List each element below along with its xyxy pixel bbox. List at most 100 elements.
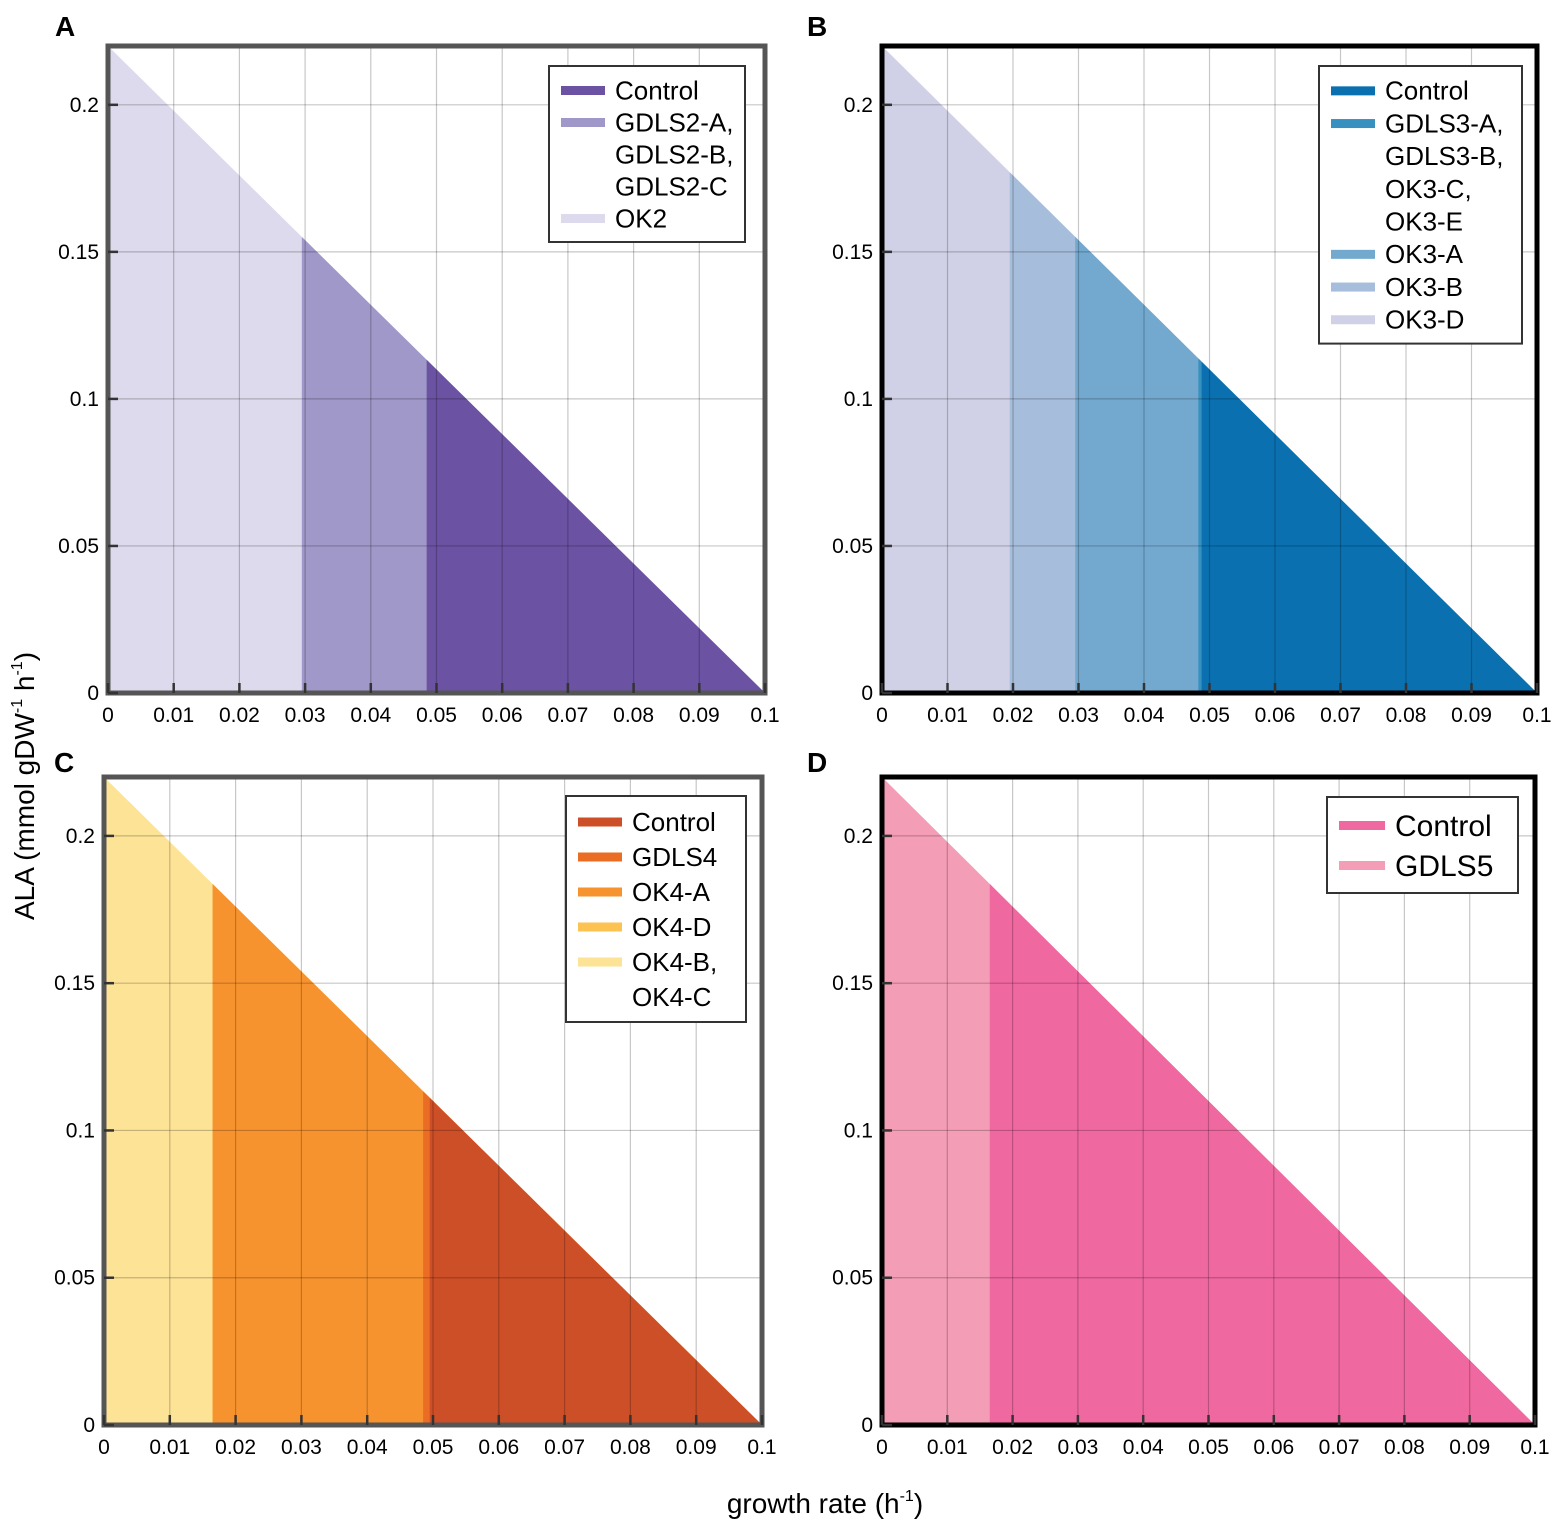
y-tick-label: 0.15	[54, 972, 95, 995]
x-tick-label: 0.01	[927, 1436, 968, 1459]
legend-box	[1326, 796, 1519, 894]
area-series-5	[1201, 361, 1537, 693]
y-tick-label: 0.1	[66, 1119, 95, 1142]
x-tick-label: 0	[102, 704, 114, 727]
x-tick-label: 0.08	[610, 1436, 651, 1459]
panel-c: C 0 0.01 0.02 0.03 0.04 0.05 0.06 0.07 0.08 0.09 0.…	[54, 747, 777, 1459]
x-tick-label: 0.05	[1189, 704, 1230, 727]
y-tick-label: 0	[83, 1414, 95, 1437]
panel-letter: B	[807, 11, 827, 42]
x-tick-label: 0.06	[478, 1436, 519, 1459]
x-tick-label: 0.1	[747, 1436, 776, 1459]
x-tick-label: 0.05	[1188, 1436, 1229, 1459]
legend-swatch	[1339, 861, 1385, 870]
x-tick-label: 0.02	[219, 704, 260, 727]
x-tick-label: 0.09	[1451, 704, 1492, 727]
y-tick-label: 0.05	[832, 535, 873, 558]
legend-label: OK4-C	[632, 982, 711, 1012]
legend-swatch	[561, 214, 605, 223]
legend-swatch	[1331, 119, 1375, 129]
legend-label: Control	[615, 75, 699, 105]
y-tick-label: 0.2	[70, 94, 99, 117]
legend-label: OK4-D	[632, 912, 711, 942]
area-series-5	[429, 1097, 762, 1425]
y-tick-label: 0	[861, 1414, 873, 1437]
legend-label: OK4-A	[632, 877, 711, 907]
y-tick-label: 0.05	[54, 1267, 95, 1290]
y-tick-label: 0.15	[58, 241, 99, 264]
legend-swatch	[1331, 86, 1375, 96]
x-tick-label: 0	[98, 1436, 110, 1459]
area-series-3	[212, 883, 762, 1425]
legend-swatch	[1331, 282, 1375, 292]
x-tick-label: 0.06	[1255, 704, 1296, 727]
x-tick-label: 0.04	[1123, 1436, 1164, 1459]
legend: Control GDLS5	[1326, 796, 1519, 894]
y-tick-label: 0.15	[832, 241, 873, 264]
legend-label: GDLS3-A,	[1385, 108, 1504, 138]
legend-label: GDLS2-A,	[615, 107, 734, 137]
legend-label: OK3-C,	[1385, 174, 1472, 204]
legend-label: Control	[1395, 810, 1492, 843]
area-series-3	[1075, 236, 1537, 694]
legend-label: OK3-B	[1385, 272, 1463, 302]
y-tick-label: 0.05	[58, 535, 99, 558]
legend-label: OK3-A	[1385, 239, 1464, 269]
legend-label: OK2	[615, 203, 667, 233]
panel-a: A 0 0.01 0.02 0.03 0.04 0.05 0.06 0.07 0.08 0.09 0.…	[55, 11, 780, 727]
legend: ControlGDLS3-A,GDLS3-B,OK3-C,OK3-EOK3-AO…	[1318, 65, 1523, 345]
x-tick-label: 0.05	[416, 704, 457, 727]
legend-label: GDLS5	[1395, 850, 1493, 883]
x-tick-label: 0.01	[149, 1436, 190, 1459]
x-tick-label: 0.06	[1253, 1436, 1294, 1459]
x-tick-label: 0.02	[993, 704, 1034, 727]
x-tick-label: 0.04	[350, 704, 391, 727]
x-tick-label: 0.04	[1124, 704, 1165, 727]
area-series-2	[989, 883, 1535, 1425]
x-tick-label: 0.08	[613, 704, 654, 727]
legend-label: Control	[1385, 76, 1469, 106]
legend-swatch	[561, 86, 605, 95]
legend-swatch	[561, 118, 605, 127]
x-tick-label: 0	[876, 704, 888, 727]
y-axis-title: ALA (mmol gDW-1 h-1)	[9, 652, 40, 920]
x-tick-label: 0.03	[1057, 1436, 1098, 1459]
area-series-3	[426, 359, 765, 693]
x-tick-label: 0.09	[1449, 1436, 1490, 1459]
panel-letter: C	[54, 747, 74, 778]
legend-swatch	[1331, 249, 1375, 259]
legend-box	[565, 795, 747, 1023]
legend-swatch	[578, 887, 622, 897]
legend-label: GDLS4	[632, 842, 717, 872]
x-tick-label: 0.02	[215, 1436, 256, 1459]
x-tick-label: 0	[876, 1436, 888, 1459]
legend-swatch	[1339, 821, 1385, 830]
x-tick-label: 0.02	[992, 1436, 1033, 1459]
x-tick-label: 0.08	[1386, 704, 1427, 727]
legend-box	[1318, 65, 1523, 345]
y-tick-label: 0.1	[844, 1119, 873, 1142]
legend-label: GDLS2-C	[615, 171, 728, 201]
x-tick-label: 0.07	[547, 704, 588, 727]
x-tick-label: 0.03	[281, 1436, 322, 1459]
y-tick-label: 0.2	[844, 825, 873, 848]
x-tick-label: 0.04	[347, 1436, 388, 1459]
legend-swatch	[1331, 315, 1375, 325]
legend-swatch	[578, 852, 622, 862]
x-axis-title: growth rate (h-1)	[727, 1488, 923, 1519]
x-tick-label: 0.1	[750, 704, 779, 727]
x-tick-label: 0.09	[676, 1436, 717, 1459]
legend-swatch	[578, 957, 622, 967]
x-tick-label: 0.09	[679, 704, 720, 727]
legend: Control GDLS4 OK4-A OK4-D OK4-B, OK4-C	[565, 795, 747, 1023]
y-tick-label: 0.2	[66, 825, 95, 848]
legend-box	[548, 65, 746, 243]
panels: A 0 0.01 0.02 0.03 0.04 0.05 0.06 0.07 0.08 0.09 0.…	[54, 11, 1552, 1459]
y-tick-label: 0.1	[844, 388, 873, 411]
x-tick-label: 0.05	[413, 1436, 454, 1459]
legend-label: OK3-E	[1385, 207, 1463, 237]
x-tick-label: 0.07	[544, 1436, 585, 1459]
x-tick-label: 0.01	[927, 704, 968, 727]
